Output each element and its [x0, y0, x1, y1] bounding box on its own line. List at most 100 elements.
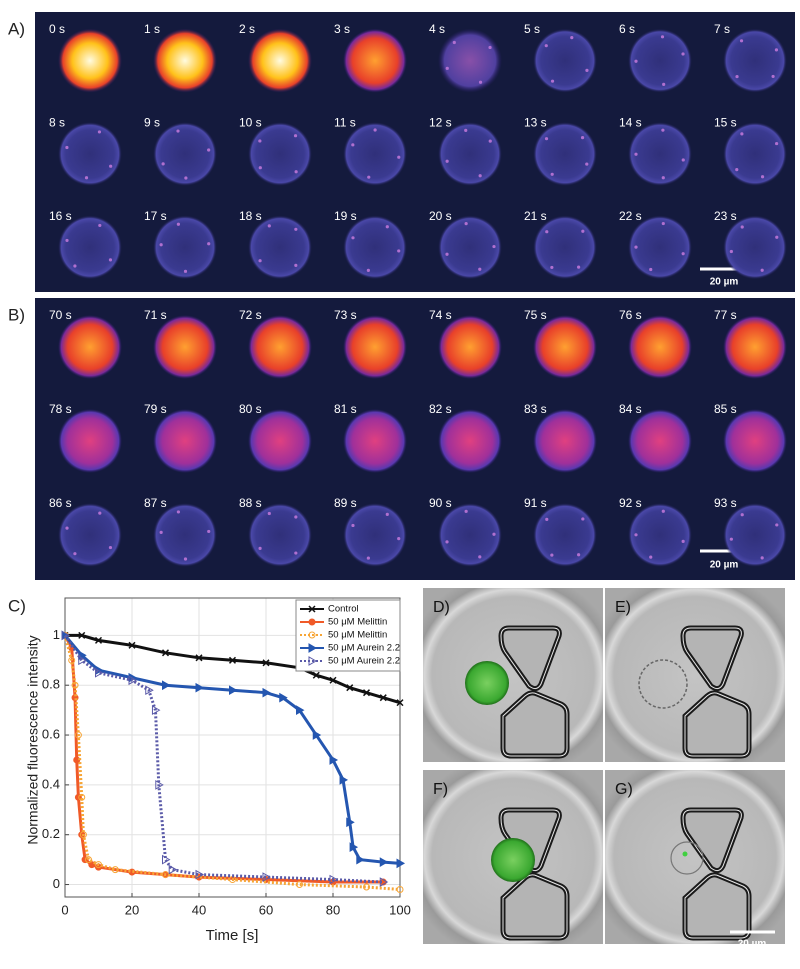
point-marker — [296, 705, 305, 715]
cell-spot — [550, 553, 554, 557]
time-label: 15 s — [714, 116, 737, 130]
cell-image — [438, 28, 502, 93]
cell-spot — [577, 265, 581, 269]
cell-spot — [775, 141, 779, 146]
cell-image — [248, 503, 312, 567]
cell-spot — [108, 545, 113, 550]
point-marker — [111, 866, 119, 874]
point-marker — [339, 775, 349, 785]
cell-spot — [98, 223, 102, 228]
cell-spot — [634, 59, 638, 63]
cell-image — [533, 122, 597, 186]
cell-image — [533, 409, 597, 473]
cell-spot — [294, 170, 298, 174]
point-marker — [195, 654, 203, 662]
cell-spot — [550, 79, 555, 83]
lysed-cell — [670, 841, 704, 875]
cell-spot — [681, 252, 685, 256]
point-marker — [68, 656, 76, 664]
scale-bar-label: 20 µm — [710, 277, 739, 288]
point-marker — [61, 630, 71, 641]
cell-spot — [740, 132, 744, 136]
point-marker — [229, 685, 238, 696]
legend-label: Control — [328, 604, 359, 615]
time-label: 18 s — [239, 209, 262, 223]
cell-spot — [445, 159, 449, 163]
cell-spot — [634, 245, 638, 249]
cell-spot — [258, 166, 262, 170]
time-label: 8 s — [49, 116, 65, 130]
time-label: 3 s — [334, 22, 350, 36]
point-marker — [128, 641, 136, 649]
cell-spot — [161, 162, 165, 166]
cell-image — [628, 122, 692, 186]
time-label: 78 s — [49, 402, 72, 416]
cell-spot — [729, 249, 733, 254]
cell-spot — [267, 511, 271, 516]
cell-spot — [108, 258, 113, 262]
point-marker — [379, 857, 389, 867]
cell-spot — [740, 513, 744, 517]
cell-image — [153, 215, 217, 280]
cell-spot — [760, 175, 765, 179]
cell-spot — [545, 517, 549, 521]
time-label: 83 s — [524, 402, 547, 416]
time-label: 11 s — [334, 116, 356, 130]
time-label: 9 s — [144, 116, 160, 130]
cell-spot — [464, 509, 468, 513]
cell-spot — [176, 129, 180, 133]
cell-spot — [464, 222, 468, 226]
time-label: 23 s — [714, 209, 737, 223]
cell-spot — [544, 137, 549, 141]
time-label: 16 s — [49, 209, 72, 223]
cell-spot — [351, 236, 355, 240]
time-label: 14 s — [619, 116, 642, 130]
trap-inner — [500, 627, 560, 690]
cell-spot — [73, 552, 77, 556]
cell-spot — [397, 249, 401, 253]
point-marker — [396, 886, 404, 894]
x-tick-label: 40 — [192, 902, 206, 917]
point-marker — [155, 780, 164, 790]
cell-spot — [735, 168, 739, 172]
point-marker — [308, 643, 318, 653]
cell-spot — [294, 263, 298, 267]
cell-image — [58, 503, 122, 567]
cell-spot — [65, 526, 69, 530]
cell-spot — [294, 515, 298, 519]
cell-spot — [580, 136, 585, 140]
point-marker — [396, 858, 406, 869]
cell-spot — [740, 225, 744, 229]
point-marker — [308, 631, 316, 639]
cell-spot — [771, 74, 775, 79]
cell-spot — [774, 48, 779, 52]
time-label: 90 s — [429, 496, 452, 510]
point-marker — [349, 842, 359, 853]
cell-spot — [109, 164, 113, 168]
cell-image — [248, 215, 312, 280]
point-marker — [262, 659, 270, 667]
y-axis-label: Normalized fluorescence intensity — [25, 635, 41, 844]
cell-spot — [662, 82, 666, 86]
cell-spot — [735, 74, 739, 79]
time-label: 82 s — [429, 402, 452, 416]
point-marker — [308, 605, 316, 613]
time-label: 1 s — [144, 22, 160, 36]
cell-image — [628, 28, 692, 93]
x-tick-label: 0 — [61, 902, 68, 917]
cell-image — [343, 215, 407, 280]
cell-spot — [775, 523, 779, 527]
cell-spot — [385, 225, 389, 229]
panel-label: D) — [433, 599, 450, 616]
cell-spot — [366, 268, 370, 273]
panel-label: G) — [615, 781, 633, 798]
cell-spot — [176, 510, 180, 514]
time-label: 76 s — [619, 308, 642, 322]
point-marker — [379, 694, 387, 702]
cell-spot — [739, 39, 744, 43]
cell-spot — [681, 158, 685, 162]
time-label: 88 s — [239, 496, 262, 510]
cell-image — [628, 215, 692, 280]
time-label: 2 s — [239, 22, 255, 36]
cell-image — [723, 409, 787, 473]
